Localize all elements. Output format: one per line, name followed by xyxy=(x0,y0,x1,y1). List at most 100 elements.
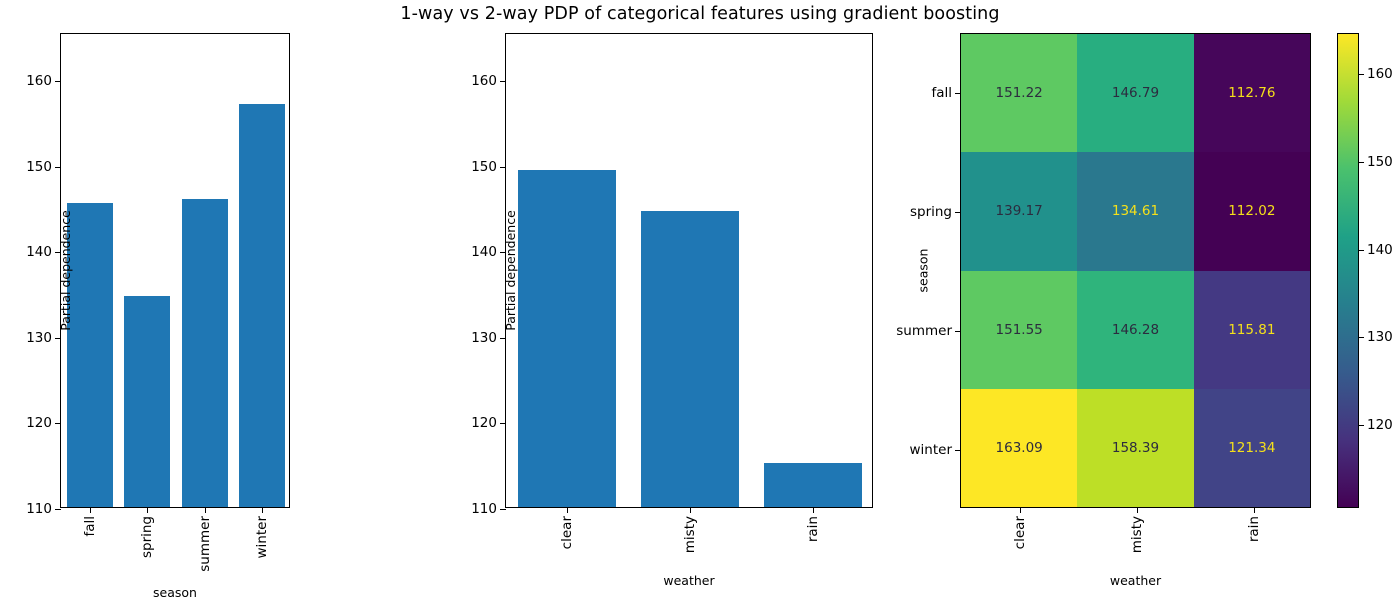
heatmap-y-tick-label-summer: summer xyxy=(896,322,952,339)
y-tick-weather xyxy=(500,337,506,339)
x-tick-label-fall: fall xyxy=(81,516,98,537)
axes-interaction-heatmap: 151.22 146.79 112.76 139.17 134.61 112.02 151.… xyxy=(896,33,1311,588)
x-tick-fall xyxy=(89,507,91,513)
y-tick-label-season: 140 xyxy=(26,244,52,261)
y-tick-season xyxy=(55,81,61,83)
y-tick-label-season: 130 xyxy=(26,329,52,346)
colorbar: 120 130 140 150 160 xyxy=(1337,33,1393,508)
heatmap-cell-value: 158.39 xyxy=(1111,439,1160,456)
heatmap-cell-value: 112.02 xyxy=(1228,203,1276,220)
heatmap-x-tick-rain xyxy=(1253,507,1255,513)
heatmap-cell-summer-misty: 146.28 xyxy=(1077,270,1194,389)
heatmap-cell-value: 146.79 xyxy=(1111,85,1160,102)
colorbar-tick-120 xyxy=(1358,425,1364,427)
y-tick-season xyxy=(55,166,61,168)
heatmap-cell-winter-rain: 121.34 xyxy=(1193,388,1310,507)
heatmap-y-tick-spring xyxy=(955,212,961,214)
heatmap-x-tick-label-misty: misty xyxy=(1128,516,1145,554)
y-tick-label-weather: 150 xyxy=(471,158,497,175)
colorbar-tick-label-130: 130 xyxy=(1367,329,1393,346)
y-tick-season xyxy=(55,509,61,510)
heatmap-cell-value: 134.61 xyxy=(1111,203,1160,220)
heatmap-cell-value: 139.17 xyxy=(995,203,1043,220)
heatmap-cell-value: 115.81 xyxy=(1228,321,1276,338)
bar-fall xyxy=(66,203,113,507)
axes-season-bar: 110 120 130 140 150 160 fall spring summer winter… xyxy=(26,33,290,600)
heatmap-x-tick-misty xyxy=(1136,507,1138,513)
y-tick-label-season: 110 xyxy=(26,501,52,517)
heatmap-cell-value: 163.09 xyxy=(995,439,1043,456)
heatmap-cell-fall-misty: 146.79 xyxy=(1077,34,1194,153)
colorbar-tick-label-140: 140 xyxy=(1367,241,1393,258)
heatmap-y-tick-label-fall: fall xyxy=(931,85,952,102)
colorbar-tick-130 xyxy=(1358,337,1364,339)
colorbar-tick-label-120: 120 xyxy=(1367,417,1393,434)
x-tick-spring xyxy=(147,507,149,513)
heatmap-x-tick-clear xyxy=(1019,507,1021,513)
y-tick-label-season: 150 xyxy=(26,158,52,175)
x-tick-label-winter: winter xyxy=(254,516,271,559)
heatmap-cell-winter-clear: 163.09 xyxy=(961,388,1078,507)
x-tick-label-rain: rain xyxy=(804,516,821,543)
heatmap-cell-spring-rain: 112.02 xyxy=(1193,152,1310,271)
x-tick-summer xyxy=(204,507,206,513)
x-tick-label-misty: misty xyxy=(682,516,698,554)
y-tick-season xyxy=(55,252,61,254)
y-tick-season xyxy=(55,337,61,339)
heatmap-cell-value: 151.55 xyxy=(995,321,1043,338)
colorbar-tick-150 xyxy=(1358,161,1364,163)
x-tick-misty xyxy=(690,507,691,513)
plot-area-weather: 110 120 130 140 150 160 clear misty rain xyxy=(471,34,872,553)
axis-label-y-middle: Partial dependence xyxy=(502,209,518,331)
y-tick-label-season: 160 xyxy=(26,73,52,90)
colorbar-tick-label-150: 150 xyxy=(1367,153,1393,170)
axis-label-y-heatmap: season xyxy=(915,248,931,292)
heatmap-cell-value: 112.76 xyxy=(1228,85,1276,102)
y-tick-weather xyxy=(500,81,506,83)
heatmap-x-tick-label-rain: rain xyxy=(1245,516,1262,543)
axis-label-x-middle: weather xyxy=(663,573,715,588)
heatmap-y-tick-label-spring: spring xyxy=(909,204,952,221)
y-tick-weather xyxy=(500,166,506,168)
y-tick-label-weather: 120 xyxy=(471,415,497,432)
heatmap-cell-spring-clear: 139.17 xyxy=(961,152,1078,271)
colorbar-tick-label-160: 160 xyxy=(1367,65,1393,82)
heatmap-cell-spring-misty: 134.61 xyxy=(1077,152,1194,271)
colorbar-gradient xyxy=(1338,34,1358,507)
y-tick-label-season: 120 xyxy=(26,415,52,432)
heatmap-grid: 151.22 146.79 112.76 139.17 134.61 112.02 151.… xyxy=(961,34,1310,507)
y-tick-label-weather: 140 xyxy=(471,244,497,261)
x-tick-label-summer: summer xyxy=(196,516,213,572)
heatmap-cell-value: 151.22 xyxy=(995,85,1043,102)
figure-title: 1-way vs 2-way PDP of categorical featur… xyxy=(400,4,1000,24)
x-tick-label-spring: spring xyxy=(139,516,156,559)
axis-label-x-heatmap: weather xyxy=(1109,573,1162,588)
heatmap-cell-fall-clear: 151.22 xyxy=(961,34,1078,153)
x-tick-winter xyxy=(262,507,264,513)
heatmap-cell-winter-misty: 158.39 xyxy=(1077,388,1194,507)
heatmap-cell-value: 146.28 xyxy=(1111,321,1160,338)
bar-spring xyxy=(124,296,171,507)
heatmap-y-tick-fall xyxy=(955,93,961,95)
heatmap-x-tick-label-clear: clear xyxy=(1011,516,1028,550)
heatmap-y-tick-label-winter: winter xyxy=(909,441,953,458)
heatmap-cell-value: 121.34 xyxy=(1228,439,1276,456)
x-tick-label-clear: clear xyxy=(559,516,576,550)
y-tick-label-weather: 110 xyxy=(471,501,497,517)
y-tick-label-weather: 130 xyxy=(471,329,497,346)
axis-label-y-left: Partial dependence xyxy=(57,209,73,331)
y-tick-season xyxy=(55,423,61,425)
bar-summer xyxy=(181,198,228,507)
axes-weather-bar: 110 120 130 140 150 160 clear misty rain Partial… xyxy=(471,33,873,588)
bar-clear xyxy=(518,169,617,507)
y-tick-weather xyxy=(500,509,506,510)
x-tick-clear xyxy=(567,507,569,513)
plot-area-season: 110 120 130 140 150 160 fall spring summer winter xyxy=(26,34,289,572)
bar-misty xyxy=(640,210,740,507)
axis-label-x-left: season xyxy=(153,585,197,600)
colorbar-tick-140 xyxy=(1358,249,1364,251)
y-tick-label-weather: 160 xyxy=(471,73,497,90)
x-tick-rain xyxy=(812,507,814,513)
y-tick-weather xyxy=(500,252,506,254)
